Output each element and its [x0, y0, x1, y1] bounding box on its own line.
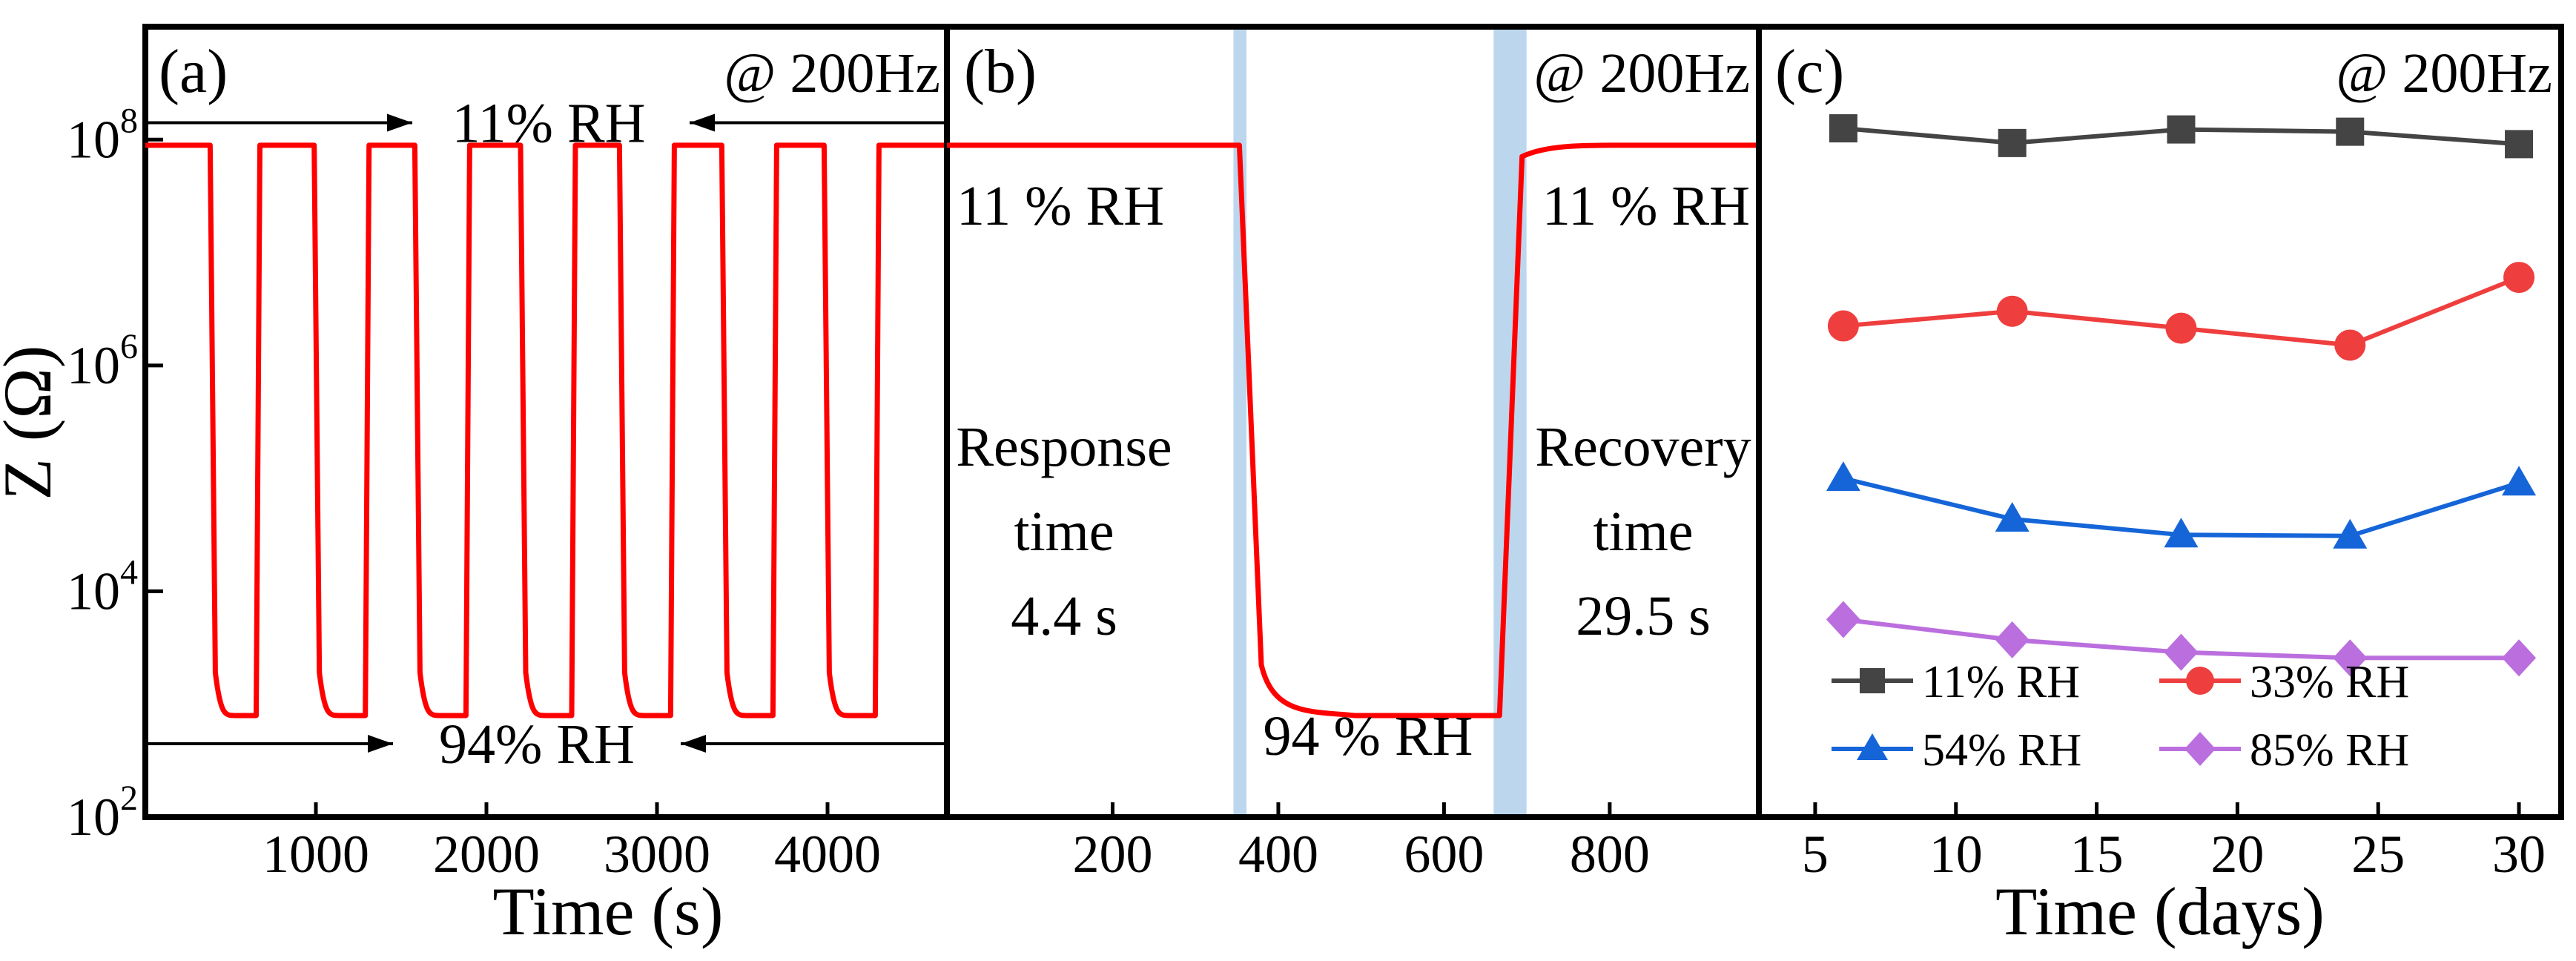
panel-b-impedance-line — [947, 142, 1759, 719]
panel-a-y-tick-exponent: 8 — [120, 101, 138, 140]
panel-b-recovery-value: 29.5 s — [1576, 585, 1711, 647]
panel-c-marker-54 — [1826, 461, 1860, 492]
panel-c-x-tick-label: 5 — [1802, 825, 1829, 884]
panel-c-marker-33 — [2503, 262, 2535, 294]
panel-c-legend-marker-85 — [2184, 732, 2216, 766]
panel-a-y-tick-label: 106 — [67, 327, 138, 395]
panel-a-label: (a) — [159, 37, 228, 106]
panel-c-marker-54 — [2502, 466, 2537, 496]
panel-b-response-title: Response — [956, 416, 1172, 478]
panel-c-x-tick-label: 20 — [2210, 825, 2264, 884]
panel-a-y-tick-label: 108 — [67, 101, 138, 169]
panel-c-marker-33 — [2165, 312, 2197, 344]
panel-c-legend: 11% RH 33% RH 54% RH 85% RH — [1832, 657, 2409, 776]
panel-b-low-rh-label: 94 % RH — [1264, 705, 1473, 767]
panel-a-low-rh-label: 94% RH — [439, 713, 635, 776]
panel-c-marker-85 — [1995, 621, 2030, 658]
panel-c-marker-11 — [2505, 130, 2534, 159]
panel-a-high-arrow-left-head — [387, 113, 412, 132]
panel-c-x-tick-label: 30 — [2492, 825, 2546, 884]
panel-a-high-arrow-right-head — [690, 113, 715, 132]
panel-c: (c) @ 200Hz 5 10 15 20 25 30 11% RH 33% RH 54% … — [1756, 24, 2564, 949]
panel-c-legend-label-33: 33% RH — [2250, 657, 2409, 707]
panel-c-marker-85 — [2333, 639, 2368, 677]
panel-a-arrows — [145, 113, 947, 753]
panel-c-marker-33 — [1996, 295, 2028, 327]
panel-b-high-rh-left-label: 11 % RH — [957, 175, 1164, 237]
panel-a-y-tick-exponent: 4 — [120, 552, 138, 592]
panel-c-marker-11 — [2336, 117, 2365, 146]
panel-b-x-tick-label: 800 — [1570, 825, 1650, 884]
panel-a-x-tick-label: 3000 — [604, 825, 710, 884]
panel-c-marker-11 — [1829, 114, 1857, 143]
panel-a-y-tick-label: 104 — [67, 552, 138, 621]
panel-c-legend-label-11: 11% RH — [1922, 657, 2080, 707]
panel-b-recovery-title: Recovery — [1535, 416, 1751, 478]
panel-c-legend-marker-33 — [2186, 667, 2214, 695]
panel-b-response-value: 4.4 s — [1011, 585, 1117, 647]
panel-c-marker-11 — [1998, 128, 2027, 157]
panel-a-impedance-line — [145, 142, 947, 719]
panel-c-x-tick-label: 10 — [1929, 825, 1983, 884]
panel-a-y-ticks: 102 104 106 108 — [67, 101, 163, 847]
panel-c-x-axis-label: Time (days) — [1995, 874, 2325, 949]
panel-b-x-ticks: 200 400 600 800 — [1072, 802, 1650, 884]
panel-a-y-axis-label: Z (Ω) — [0, 346, 65, 501]
panel-a-high-rh-label: 11% RH — [452, 92, 645, 154]
panel-b-high-rh-right-label: 11 % RH — [1542, 175, 1750, 237]
panel-b: (b) @ 200Hz 200 400 600 800 11 % RH 11 % RH… — [944, 24, 1762, 884]
panel-c-legend-label-85: 85% RH — [2250, 725, 2409, 776]
panel-c-marker-85 — [2502, 639, 2537, 677]
panel-c-marker-85 — [1826, 601, 1860, 638]
panel-a-low-arrow-left-head — [368, 735, 393, 753]
panel-c-marker-11 — [2167, 115, 2196, 144]
panel-b-label: (b) — [964, 37, 1037, 106]
panel-c-legend-marker-11 — [1860, 668, 1885, 693]
panel-b-x-tick-label: 600 — [1404, 825, 1484, 884]
panel-c-legend-label-54: 54% RH — [1922, 725, 2081, 776]
panel-c-legend-marker-54 — [1857, 733, 1888, 760]
panel-a-x-tick-label: 4000 — [774, 825, 881, 884]
panel-c-x-tick-label: 15 — [2070, 825, 2124, 884]
panel-a: (a) @ 200Hz 102 104 106 108 1000 2000 3000 400… — [0, 24, 950, 949]
panel-b-x-tick-label: 200 — [1072, 825, 1152, 884]
panel-c-x-ticks: 5 10 15 20 25 30 — [1802, 802, 2546, 884]
panel-a-x-axis-label: Time (s) — [493, 874, 724, 949]
panel-a-frequency-annotation: @ 200Hz — [724, 42, 940, 105]
panel-b-recovery-subtitle: time — [1593, 501, 1693, 563]
panel-a-y-tick-exponent: 2 — [120, 779, 138, 818]
panel-c-marker-54 — [2164, 518, 2199, 548]
panel-c-x-tick-label: 25 — [2351, 825, 2405, 884]
panel-b-x-tick-label: 400 — [1238, 825, 1318, 884]
panel-b-frequency-annotation: @ 200Hz — [1533, 42, 1750, 105]
panel-c-marker-33 — [1827, 310, 1859, 342]
panel-a-x-ticks: 1000 2000 3000 4000 — [262, 802, 881, 884]
panel-c-frame — [1756, 24, 2564, 820]
panel-c-frequency-annotation: @ 200Hz — [2336, 42, 2552, 105]
panel-a-x-tick-label: 1000 — [262, 825, 369, 884]
panel-c-series — [1826, 114, 2537, 677]
panel-c-marker-33 — [2334, 329, 2366, 361]
panel-b-response-subtitle: time — [1014, 501, 1114, 563]
panel-c-label: (c) — [1775, 37, 1844, 106]
panel-a-y-tick-exponent: 6 — [120, 327, 138, 366]
panel-a-low-arrow-right-head — [681, 735, 706, 753]
panel-c-marker-85 — [2164, 633, 2199, 671]
panel-c-marker-54 — [1995, 501, 2030, 532]
panel-a-y-tick-label: 102 — [67, 779, 138, 847]
panel-c-marker-54 — [2333, 518, 2368, 549]
panel-a-x-tick-label: 2000 — [433, 825, 540, 884]
